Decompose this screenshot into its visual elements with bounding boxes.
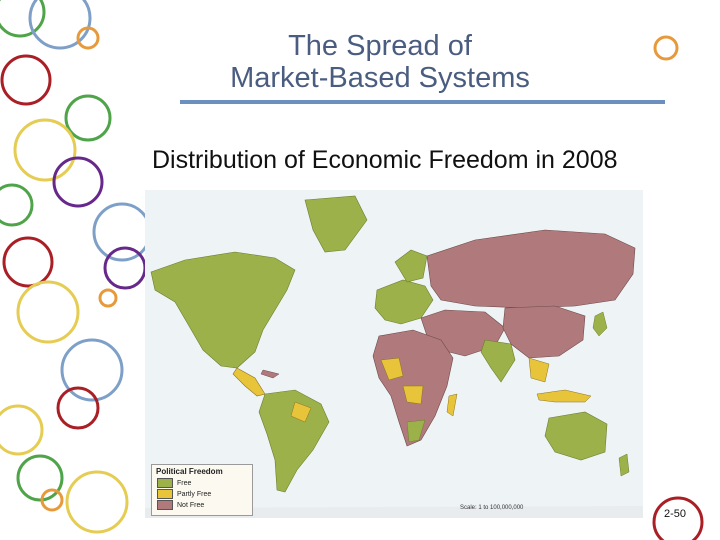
legend-item-not-free: Not Free [157,500,252,510]
circle-decoration [0,183,34,227]
southeast-asia [528,357,550,383]
slide-subtitle: Distribution of Economic Freedom in 2008 [152,146,618,174]
scandinavia [394,249,428,283]
new-zealand [618,453,630,477]
japan [592,311,608,337]
map-scale-note: Scale: 1 to 100,000,000 [460,505,524,511]
south-africa [406,419,426,443]
circle-decoration [2,236,54,288]
circle-decoration [0,54,52,106]
india [480,339,516,383]
circle-decoration [60,338,124,402]
circle-decoration [64,94,112,142]
legend-label: Free [177,479,192,487]
legend-swatch-partly-free [157,489,173,499]
circle-decoration [52,156,104,208]
south-america-partly-free [290,401,312,423]
madagascar [446,393,458,417]
circle-decoration [16,280,80,344]
south-america [258,389,330,493]
title-line-1: The Spread of [288,30,472,62]
world-map [145,190,643,518]
circle-decoration [98,288,118,308]
circle-decoration [92,202,152,262]
page-number: 2-50 [663,508,687,520]
legend-title: Political Freedom [156,467,223,476]
circle-decoration [0,404,44,456]
circle-decoration [28,0,92,50]
circle-decoration [13,118,77,182]
legend-label: Not Free [177,501,205,509]
russia [426,229,636,309]
indonesia [536,389,592,403]
circle-decoration [103,246,147,290]
legend-label: Partly Free [177,490,212,498]
north-america [150,251,296,369]
west-africa-partly-free [380,357,404,381]
circle-decoration [65,470,129,534]
circle-decoration [76,26,100,50]
central-america [232,367,266,397]
legend-swatch-not-free [157,500,173,510]
circle-decoration [16,454,64,502]
circle-decoration [652,496,704,540]
legend-item-free: Free [157,478,252,488]
circle-decoration [0,0,46,38]
circle-decoration [56,386,100,430]
title-underline [180,100,665,104]
central-africa-partly-free [402,385,424,405]
circle-decoration [40,488,64,512]
legend-item-partly-free: Partly Free [157,489,252,499]
map-legend: Political Freedom Free Partly Free Not F… [151,464,253,516]
greenland [304,195,368,253]
antarctica [145,506,643,518]
circle-decoration [653,35,679,61]
world-map-graphic [145,190,643,518]
legend-swatch-free [157,478,173,488]
title-line-2: Market-Based Systems [230,62,530,94]
australia [544,411,608,461]
china [502,305,586,359]
cuba [260,369,280,379]
slide-title: The Spread of Market-Based Systems [150,30,610,94]
